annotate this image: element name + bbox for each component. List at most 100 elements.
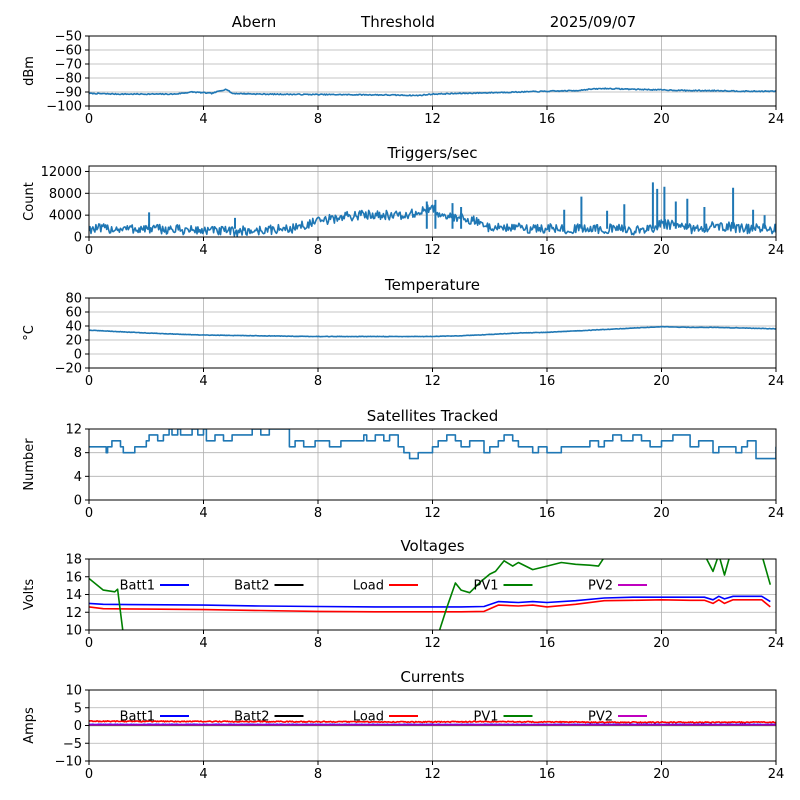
- legend-label-batt2: Batt2: [234, 579, 269, 594]
- tick-label-y: 8000: [49, 187, 82, 202]
- legend-currents: Batt1 Batt2 Load PV1 PV2: [120, 710, 647, 725]
- tick-label-x: 16: [539, 112, 556, 127]
- tick-label-x: 0: [85, 374, 93, 389]
- legend-label-batt1: Batt1: [120, 710, 155, 725]
- grid-voltages: [88, 558, 777, 631]
- tick-label-y: −5: [63, 737, 82, 752]
- tick-label-y: −70: [55, 58, 82, 73]
- ylabel-currents: Amps: [22, 707, 37, 744]
- tick-label-x: 20: [653, 767, 670, 782]
- tick-label-x: 4: [199, 636, 207, 651]
- tick-label-x: 24: [768, 243, 785, 258]
- tick-label-x: 8: [314, 506, 322, 521]
- tick-label-y: −20: [55, 362, 82, 377]
- series-dbm-line-0: [89, 87, 776, 97]
- series-group-dbm: [89, 87, 776, 97]
- legend-label-batt1: Batt1: [120, 579, 155, 594]
- tick-label-x: 8: [314, 243, 322, 258]
- tick-label-y: 12000: [41, 165, 82, 180]
- tick-label-x: 0: [85, 506, 93, 521]
- tick-label-y: 18: [65, 553, 82, 568]
- ticks-satellites: 0 4 8 12 16 20 24 0 4 8 12: [65, 423, 784, 522]
- tick-label-x: 20: [653, 243, 670, 258]
- tick-label-x: 12: [424, 506, 441, 521]
- header-station: Abern: [232, 13, 276, 31]
- tick-label-y: −10: [55, 755, 82, 770]
- title-temperature: Temperature: [384, 276, 480, 294]
- tick-label-x: 20: [653, 112, 670, 127]
- ylabel-triggers: Count: [22, 182, 37, 221]
- legend-label-pv1: PV1: [473, 710, 498, 725]
- tick-label-x: 24: [768, 636, 785, 651]
- legend-voltages: Batt1 Batt2 Load PV1 PV2: [120, 579, 647, 594]
- tick-label-y: 40: [65, 320, 82, 335]
- tick-label-y: 5: [74, 701, 82, 716]
- tick-label-x: 8: [314, 374, 322, 389]
- tick-label-x: 24: [768, 767, 785, 782]
- tick-label-x: 8: [314, 112, 322, 127]
- legend-label-pv2: PV2: [588, 579, 613, 594]
- series-group-currents: [89, 720, 776, 727]
- tick-label-x: 0: [85, 112, 93, 127]
- series-voltages-pv1-2: [89, 577, 124, 630]
- tick-label-y: 80: [65, 292, 82, 307]
- series-group-voltages: [89, 559, 772, 630]
- tick-label-x: 4: [199, 506, 207, 521]
- tick-label-x: 20: [653, 506, 670, 521]
- tick-label-x: 4: [199, 243, 207, 258]
- series-group-temperature: [89, 325, 776, 338]
- tick-label-y: 10: [65, 624, 82, 639]
- series-voltages-pv1-4: [705, 559, 772, 585]
- series-satellites-line-0: [89, 429, 776, 460]
- grid-temperature: [88, 297, 777, 369]
- tick-label-x: 20: [653, 636, 670, 651]
- header-date: 2025/09/07: [550, 13, 636, 31]
- series-group-satellites: [89, 429, 776, 460]
- tick-label-y: 16: [65, 570, 82, 585]
- tick-label-y: 4000: [49, 209, 82, 224]
- tick-label-x: 16: [539, 636, 556, 651]
- tick-label-x: 12: [424, 767, 441, 782]
- legend-label-load: Load: [353, 710, 384, 725]
- panel-satellites: 0 4 8 12 16 20 24 0 4 8 12 Satellites Tracked Number: [22, 407, 784, 521]
- series-triggers-spikes: [148, 182, 766, 229]
- tick-label-x: 24: [768, 506, 785, 521]
- tick-label-y: 60: [65, 306, 82, 321]
- panel-dbm: 0 4 8 12 16 20 24 −100−90−80−70−60−50 dBm: [22, 30, 784, 128]
- tick-label-x: 24: [768, 112, 785, 127]
- ylabel-voltages: Volts: [22, 579, 37, 611]
- tick-label-y: 0: [74, 719, 82, 734]
- ylabel-dbm: dBm: [22, 56, 37, 86]
- tick-label-x: 16: [539, 374, 556, 389]
- series-triggers-line-0: [89, 204, 776, 237]
- series-group-triggers: [89, 182, 776, 237]
- legend-label-pv2: PV2: [588, 710, 613, 725]
- title-voltages: Voltages: [400, 537, 464, 555]
- tick-label-y: 8: [74, 446, 82, 461]
- tick-label-y: −100: [46, 100, 82, 115]
- panel-triggers: 0 4 8 12 16 20 24 0 4000 8000 12000 Triggers/sec Cou…: [22, 144, 784, 258]
- tick-label-y: 0: [74, 231, 82, 246]
- tick-label-x: 4: [199, 112, 207, 127]
- legend-label-pv1: PV1: [473, 579, 498, 594]
- tick-label-x: 20: [653, 374, 670, 389]
- ticks-voltages: 0 4 8 12 16 20 24 10 12 14 16 18: [65, 553, 784, 652]
- tick-label-y: 12: [65, 606, 82, 621]
- series-temperature-line-0: [89, 325, 776, 338]
- tick-label-y: −80: [55, 72, 82, 87]
- legend-label-load: Load: [353, 579, 384, 594]
- tick-label-x: 0: [85, 243, 93, 258]
- tick-label-x: 8: [314, 767, 322, 782]
- legend-label-batt2: Batt2: [234, 710, 269, 725]
- tick-label-y: −60: [55, 44, 82, 59]
- ticks-dbm: 0 4 8 12 16 20 24 −100−90−80−70−60−50: [46, 30, 784, 128]
- ticks-triggers: 0 4 8 12 16 20 24 0 4000 8000 12000: [41, 165, 785, 258]
- tick-label-x: 12: [424, 112, 441, 127]
- tick-label-y: 4: [74, 470, 82, 485]
- tick-label-x: 12: [424, 636, 441, 651]
- header-mode: Threshold: [360, 13, 435, 31]
